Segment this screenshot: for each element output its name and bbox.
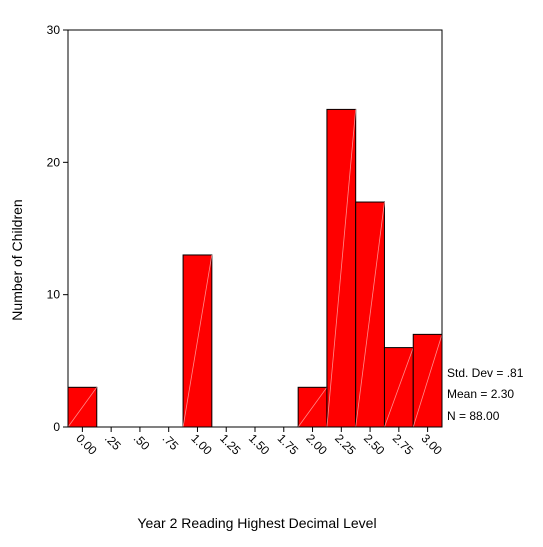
stat-std-dev: Std. Dev = .81 [447, 366, 524, 380]
histogram-bar-shade [182, 254, 213, 428]
y-axis: 0 10 20 30 [47, 23, 68, 434]
histogram-bar [182, 254, 213, 428]
histogram-bar [67, 386, 98, 428]
stat-n: N = 88.00 [447, 409, 500, 423]
histogram-bar [297, 386, 328, 428]
histogram-bar-shade [355, 201, 385, 428]
histogram-bar-shade [384, 347, 414, 428]
histogram-bar-shade [412, 334, 443, 428]
x-axis-title: Year 2 Reading Highest Decimal Level [137, 515, 376, 531]
histogram-bar-shade [67, 387, 98, 428]
y-tick-label: 30 [47, 23, 61, 37]
y-tick-label: 0 [53, 420, 60, 434]
y-tick-label: 20 [47, 155, 61, 169]
histogram-bar [412, 333, 443, 428]
bars-layer [67, 108, 443, 428]
histogram-bar [326, 108, 357, 428]
histogram-bar [383, 347, 414, 428]
histogram-bar-shade [326, 109, 357, 428]
histogram-bar-shade [297, 387, 328, 428]
histogram-bar [355, 201, 385, 428]
y-axis-title: Number of Children [9, 199, 25, 320]
stat-mean: Mean = 2.30 [447, 387, 514, 401]
y-tick-label: 10 [47, 288, 61, 302]
